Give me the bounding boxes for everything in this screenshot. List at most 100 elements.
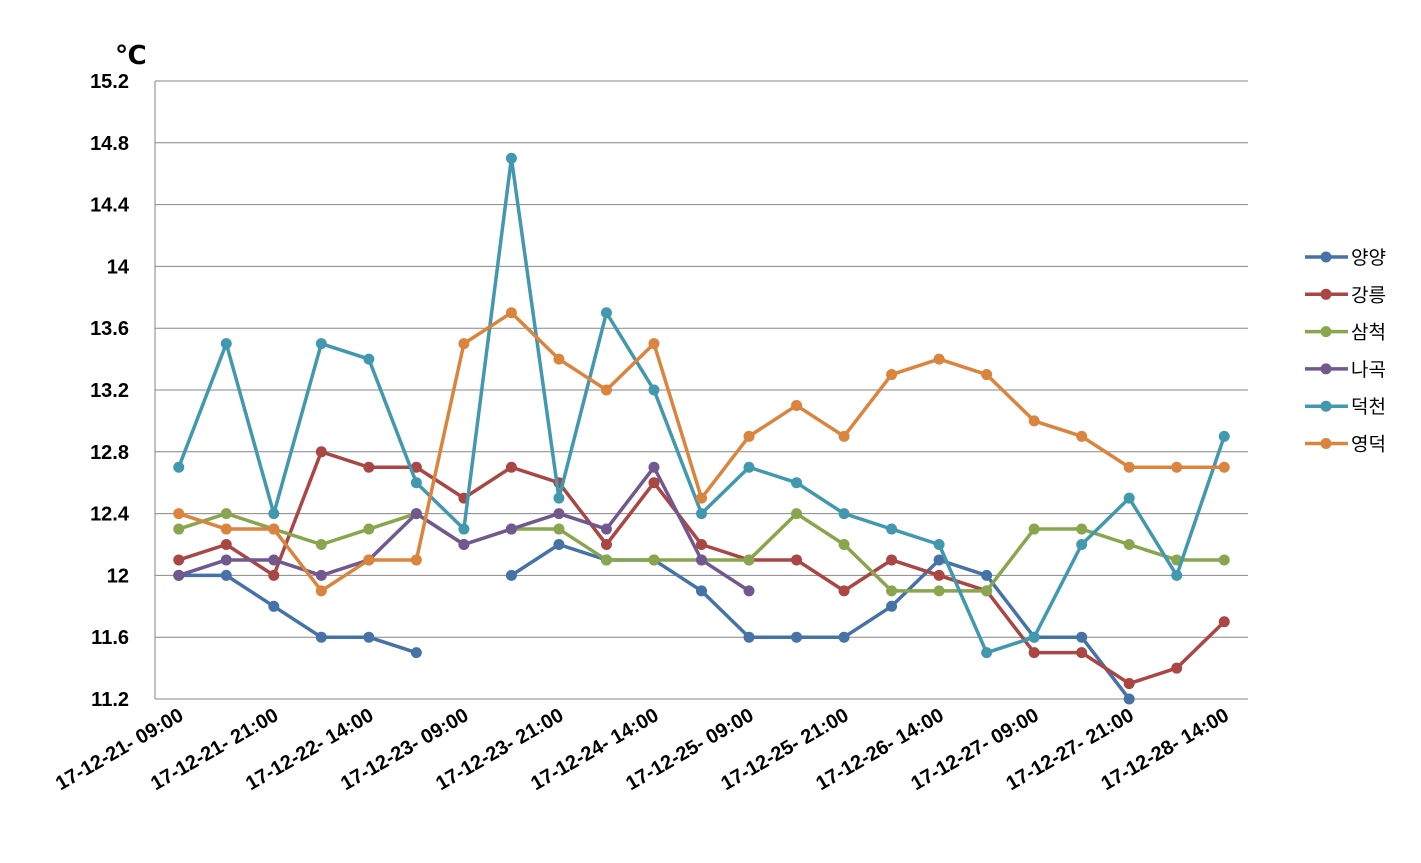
data-point — [886, 585, 898, 597]
data-point — [315, 569, 327, 581]
data-point — [696, 492, 707, 504]
data-point — [886, 369, 898, 381]
data-point — [505, 152, 517, 164]
series-1 — [173, 446, 1230, 690]
gridlines — [154, 80, 1248, 700]
data-point — [1171, 662, 1183, 674]
data-point — [791, 554, 803, 566]
data-point — [1123, 678, 1135, 690]
data-point — [458, 523, 470, 535]
data-point — [791, 399, 803, 411]
y-tick-label: 13.2 — [90, 380, 129, 402]
y-tick-label: 14.4 — [90, 195, 130, 217]
data-point — [268, 523, 280, 535]
data-point — [1171, 569, 1183, 581]
series-line — [510, 542, 1131, 701]
series-5 — [173, 307, 1230, 597]
data-point — [268, 554, 280, 566]
series-line — [178, 450, 1226, 686]
y-axis-unit-label: ℃ — [115, 41, 146, 71]
data-point — [363, 631, 375, 643]
legend-label: 양양 — [1351, 247, 1386, 269]
data-point — [315, 446, 327, 458]
data-point — [220, 523, 232, 535]
data-point — [933, 569, 945, 581]
data-point — [600, 307, 612, 319]
data-point — [220, 539, 232, 550]
legend-label: 덕천 — [1351, 396, 1386, 418]
data-point — [505, 307, 517, 319]
data-point — [173, 554, 185, 566]
y-tick-labels: 11.2 11.6 12 12.4 12.8 13.2 13.6 14 14.4 14.8 15.2 — [90, 71, 130, 711]
legend-item: 영덕 — [1305, 434, 1386, 456]
data-point — [410, 554, 422, 566]
data-point — [173, 569, 185, 581]
data-point — [505, 569, 517, 581]
legend-marker — [1320, 288, 1332, 300]
data-point — [1123, 693, 1135, 705]
data-point — [933, 539, 945, 550]
data-point — [315, 585, 327, 597]
data-point — [648, 338, 660, 350]
data-point — [886, 554, 898, 566]
data-point — [220, 508, 232, 520]
data-point — [648, 461, 660, 473]
data-point — [458, 539, 470, 550]
legend-label: 삼척 — [1351, 322, 1386, 344]
data-point — [981, 369, 993, 381]
data-point — [268, 600, 280, 612]
data-point — [886, 523, 898, 535]
data-point — [1028, 415, 1040, 427]
data-point — [553, 523, 565, 535]
data-point — [743, 461, 755, 473]
data-point — [981, 569, 993, 581]
legend-label: 강릉 — [1351, 284, 1386, 306]
data-point — [696, 585, 707, 597]
data-point — [600, 554, 612, 566]
data-point — [743, 631, 755, 643]
data-point — [363, 523, 375, 535]
data-point — [220, 338, 232, 350]
data-point — [315, 631, 327, 643]
data-point — [1123, 492, 1135, 504]
data-point — [1076, 539, 1088, 550]
series-line — [178, 511, 1225, 593]
data-point — [838, 585, 850, 597]
series-lines — [173, 152, 1230, 705]
data-point — [173, 461, 185, 473]
y-tick-label: 11.6 — [91, 627, 129, 649]
legend-marker — [1320, 251, 1332, 263]
legend-marker — [1320, 363, 1332, 375]
series-line — [178, 573, 417, 655]
data-point — [505, 523, 517, 535]
legend-label: 나곡 — [1351, 359, 1386, 381]
data-point — [696, 554, 707, 566]
data-point — [1171, 461, 1183, 473]
data-point — [933, 554, 945, 566]
y-tick-label: 12.4 — [90, 504, 130, 526]
legend-item: 나곡 — [1305, 359, 1386, 381]
data-point — [1218, 554, 1230, 566]
data-point — [410, 461, 422, 473]
data-point — [1076, 523, 1088, 535]
data-point — [553, 353, 565, 365]
data-point — [1028, 631, 1040, 643]
data-point — [981, 647, 993, 659]
data-point — [553, 539, 565, 550]
data-point — [648, 384, 660, 396]
data-point — [743, 585, 755, 597]
data-point — [553, 508, 565, 520]
data-point — [933, 585, 945, 597]
data-point — [410, 647, 422, 659]
data-point — [791, 477, 803, 489]
data-point — [1076, 430, 1088, 442]
data-point — [743, 430, 755, 442]
data-point — [981, 585, 993, 597]
data-point — [791, 631, 803, 643]
data-point — [838, 539, 850, 550]
data-point — [220, 554, 232, 566]
data-point — [1123, 461, 1135, 473]
